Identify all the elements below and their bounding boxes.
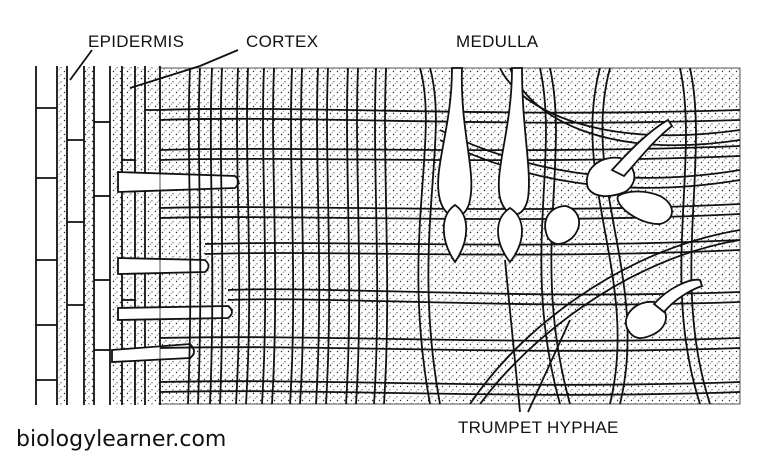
watermark: biologylearner.com — [16, 427, 226, 452]
medulla-hyphae — [160, 68, 740, 404]
cortex-layer — [110, 66, 240, 405]
label-medulla: MEDULLA — [456, 32, 539, 51]
trumpet-hyphae — [437, 67, 704, 339]
label-trumpet-hyphae: TRUMPET HYPHAE — [458, 418, 619, 437]
leader-lines — [69, 49, 571, 413]
label-cortex: CORTEX — [246, 32, 318, 51]
epidermis-layer — [35, 66, 111, 405]
label-epidermis: EPIDERMIS — [88, 32, 184, 51]
